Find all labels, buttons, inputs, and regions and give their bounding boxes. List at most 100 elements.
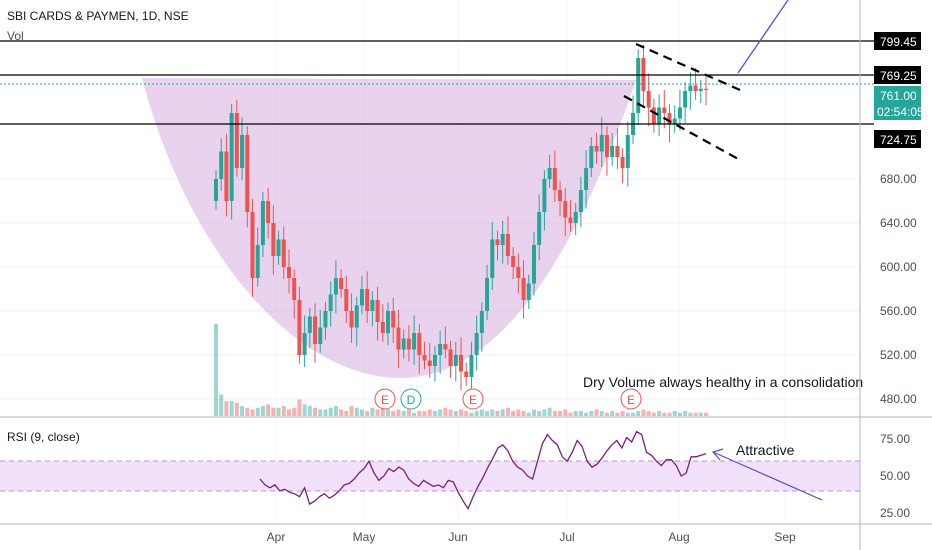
time-axis[interactable]: Apr May Jun Jul Aug Sep [267,530,796,544]
volume-bar [313,407,318,416]
candle-body [297,300,302,355]
rsi-tick-label: 50.00 [880,469,910,483]
volume-bar [443,407,448,416]
candle-body [485,278,490,311]
earnings-marker[interactable] [374,388,396,410]
candle-body [401,338,406,350]
volume-bar [615,412,620,416]
volume-bar [526,412,531,416]
volume-bar [589,411,594,416]
volume-bar [240,406,245,416]
dry-volume-note: Dry Volume always healthy in a consolida… [583,374,863,390]
candle-body [391,311,396,328]
volume-bar [474,411,479,416]
candle-body [255,245,260,278]
candle-body [490,239,495,278]
candle-body [584,168,589,190]
price-tag-724-bg [874,130,921,148]
volume-bar [531,409,536,416]
candle-body [219,151,224,179]
flag-lower-trendline[interactable] [623,95,741,161]
volume-bar [229,401,234,416]
candle-body [688,85,693,91]
price-tick-label: 640.00 [880,216,917,230]
dividend-marker[interactable] [400,388,422,410]
event-marker-letter: E [627,393,635,407]
earnings-marker[interactable] [462,388,484,410]
last-price-tag-bg [874,86,921,120]
candle-body [625,135,630,168]
candle-body [245,135,250,212]
volume-bar [672,411,677,416]
volume-bar [453,411,458,416]
volume-bar [323,409,328,416]
volume-bar [292,407,297,416]
volume-bar [677,412,682,416]
volume-bar [349,406,354,416]
candle-body [328,294,333,311]
candle-body [610,146,615,157]
volume-bar [448,409,453,416]
candle-body [323,311,328,328]
breakout-projection-line[interactable] [737,0,789,74]
earnings-marker[interactable] [620,388,642,410]
volume-bar [594,409,599,416]
rsi-axis[interactable]: 75.00 50.00 25.00 [880,432,910,520]
flag-upper-trendline[interactable] [635,42,741,92]
volume-label: Vol [7,29,24,43]
volume-bar [511,411,516,416]
candle-body [646,91,651,108]
candle-body [380,322,385,333]
volume-bar [406,409,411,416]
candle-body [704,88,708,90]
candle-body [453,355,458,366]
price-axis[interactable]: 480.00 520.00 560.00 600.00 640.00 680.00 [880,172,917,406]
candle-body [667,113,672,124]
volume-bar [459,409,463,416]
candle-body [266,201,271,223]
candle-body [479,311,484,333]
candle-body [651,107,656,124]
candle-body [359,289,364,306]
candle-body [313,316,318,344]
volume-bar [255,407,260,416]
volume-bar [573,411,578,416]
candle-body [672,118,677,124]
candle-body [578,190,583,212]
volume-bar [505,407,510,416]
candle-body [563,201,568,218]
bar-countdown: 02:54:05 [877,105,924,119]
price-tick-label: 600.00 [880,260,917,274]
volume-bar [359,409,364,416]
volume-bar [704,412,708,416]
candle-body [396,327,401,350]
event-marker-letter: D [407,393,416,407]
volume-bar [307,406,312,416]
candle-body [469,355,474,377]
rsi-pane: RSI (9, close) [0,430,860,492]
volume-bar [625,412,630,416]
candle-body [354,305,359,328]
candle-body [250,212,255,278]
volume-bar [370,407,375,416]
candle-body [459,355,463,372]
candle-body [537,212,542,245]
time-tick-label: Jul [559,530,574,544]
candle-body [422,355,427,361]
volume-bar [683,411,688,416]
candle-body [495,239,500,245]
volume-bar [302,404,307,416]
candle-body [349,311,354,328]
volume-bar [250,409,255,416]
volume-bar [610,411,615,416]
volume-bar [688,412,693,416]
candle-body [281,239,286,267]
volume-bar [386,409,391,416]
volume-bar [276,407,281,416]
candle-body [693,85,698,91]
candle-body [542,179,547,212]
candle-body [636,58,641,113]
volume-bar [584,412,589,416]
